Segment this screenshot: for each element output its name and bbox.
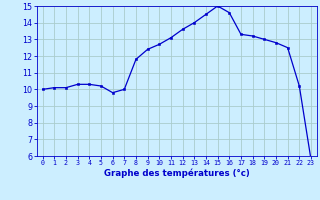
X-axis label: Graphe des températures (°c): Graphe des températures (°c) <box>104 169 250 178</box>
